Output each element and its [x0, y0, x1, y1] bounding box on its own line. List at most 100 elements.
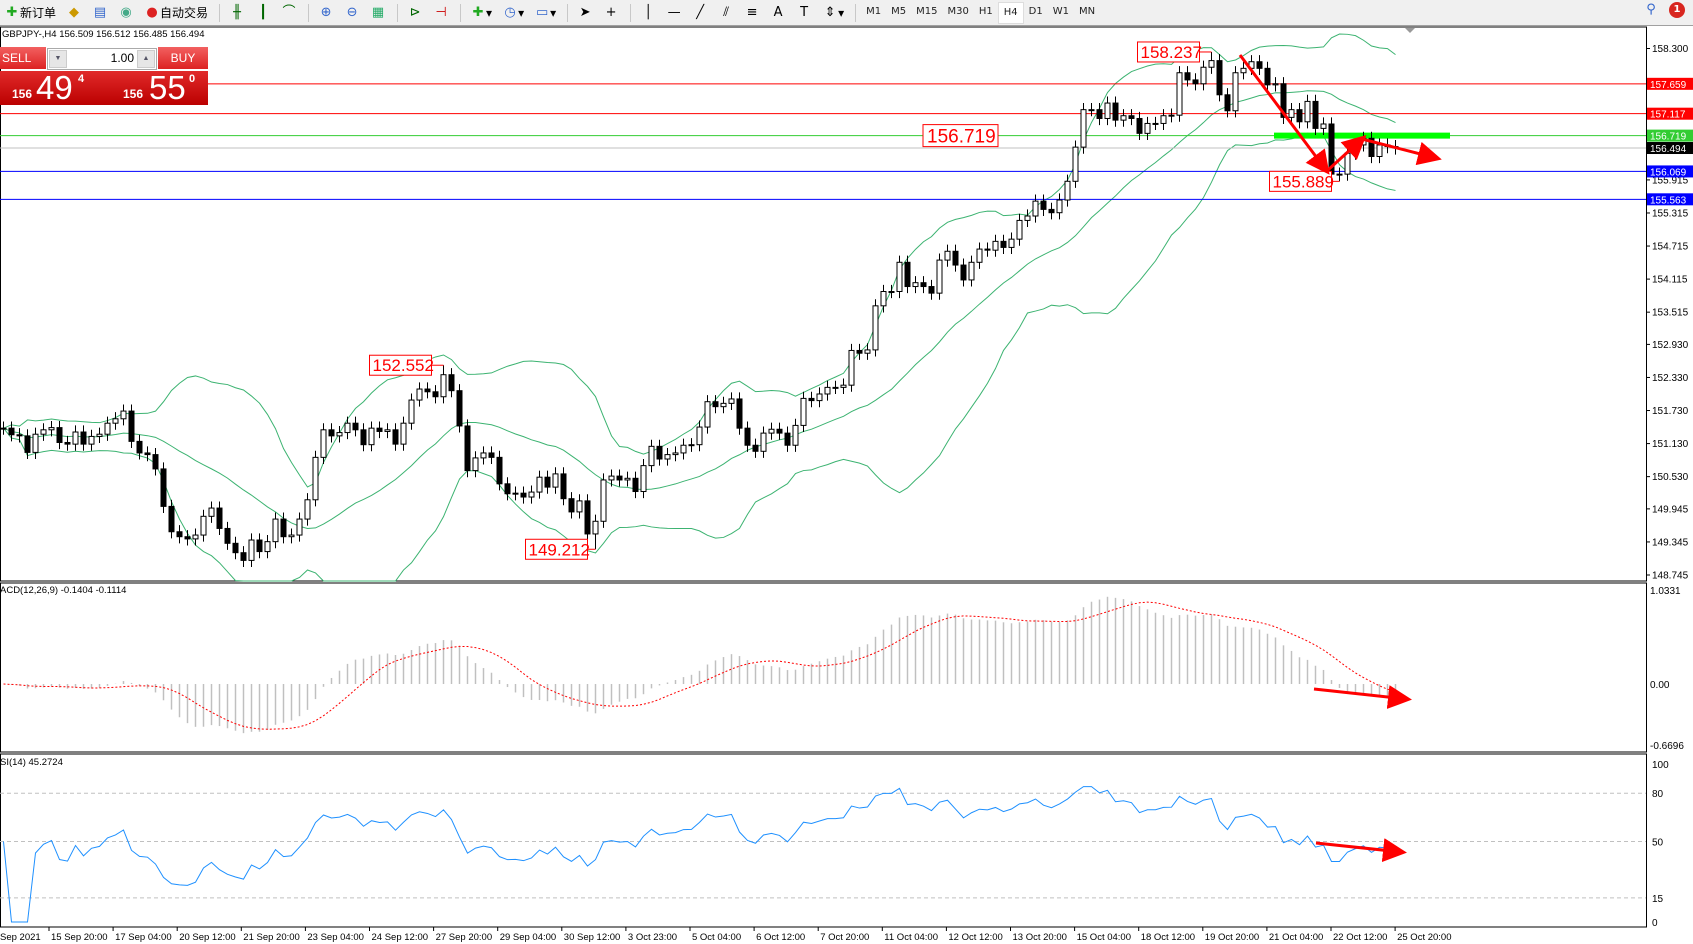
buy-price[interactable]: 156 55 0 [101, 69, 208, 106]
text-label-button[interactable]: T [792, 2, 816, 24]
chart-info: GBPJPY-,H4 156.509 156.512 156.485 156.4… [2, 29, 205, 40]
zoom-in-button[interactable]: ⊕ [314, 2, 338, 24]
candle-body [8, 427, 15, 436]
timeframe-d1[interactable]: D1 [1028, 5, 1043, 17]
toolbar-divider [397, 3, 399, 22]
bollinger-upper-band [3, 33, 1396, 488]
candle [528, 485, 535, 504]
candle [568, 492, 575, 519]
candle [696, 420, 703, 452]
time-label: 23 Sep 04:00 [307, 932, 364, 943]
notification-badge[interactable]: 1 [1669, 2, 1685, 18]
horizontal-line-icon: — [667, 4, 681, 20]
price-line-label: 156.719 [1650, 132, 1687, 143]
zoom-out-button[interactable]: ⊖ [340, 2, 364, 24]
text-label-icon: T [800, 4, 809, 20]
candle-body [1008, 238, 1015, 248]
candle [928, 279, 935, 300]
text-button[interactable]: A [766, 2, 790, 24]
timeframe-w1[interactable]: W1 [1052, 5, 1069, 17]
lot-value: 1.00 [110, 51, 134, 65]
candle [264, 535, 271, 559]
timeframe-h1[interactable]: H1 [978, 5, 993, 17]
candle-body [960, 264, 967, 281]
price-tick-label: 154.715 [1652, 242, 1689, 253]
candle-body [1176, 72, 1183, 116]
templates-button[interactable]: ▭ ▾ [535, 4, 557, 20]
price-tick-label: 155.315 [1652, 208, 1689, 219]
candle [40, 423, 47, 441]
candle-body [616, 475, 623, 481]
toolbar-divider [308, 3, 310, 22]
new-order-button[interactable]: ✚ 新订单 [0, 2, 60, 24]
macd-tick-label: -0.6696 [1650, 741, 1684, 752]
rsi-tick-label: 80 [1652, 789, 1664, 800]
cursor-button[interactable]: ➤ [573, 2, 597, 24]
timeframe-m30[interactable]: M30 [947, 5, 969, 17]
candle-body [896, 261, 903, 293]
trendline-button[interactable]: ╱ [688, 2, 712, 24]
crosshair-button[interactable]: + [599, 2, 623, 24]
search-icon[interactable]: ⚲ [1646, 2, 1656, 17]
periods-button[interactable]: ◷ ▾ [498, 2, 528, 24]
horizontal-line-button[interactable]: — [662, 2, 686, 24]
fibonacci-button[interactable]: ≡ [740, 2, 764, 24]
vertical-line-button[interactable]: │ [636, 2, 660, 24]
sell-price[interactable]: 156 49 4 [0, 69, 102, 106]
lot-size-input[interactable]: ▼ 1.00 ▲ [47, 48, 157, 70]
candle-body [944, 250, 951, 261]
lot-increase-button[interactable]: ▲ [137, 50, 155, 68]
chart-shift-button[interactable]: ⊣ [429, 2, 453, 24]
line-chart-button[interactable]: ⌒ [277, 2, 301, 24]
arrows-button[interactable]: ⇕ ▾ [818, 2, 848, 24]
candle-body [1232, 72, 1239, 112]
signals-button[interactable]: ◉ [114, 2, 138, 24]
candle [336, 425, 343, 443]
timeframe-h4[interactable]: H4 [997, 1, 1024, 24]
candle [824, 380, 831, 401]
extreme-label-box [525, 538, 588, 560]
candle [1112, 96, 1119, 127]
chart-shift-icon: ⊣ [435, 4, 447, 20]
timeframe-mn[interactable]: MN [1078, 5, 1096, 17]
candle [224, 521, 231, 550]
time-label: 21 Oct 04:00 [1269, 932, 1323, 943]
candle [1216, 54, 1223, 102]
timeframe-m5[interactable]: M5 [891, 5, 907, 17]
candle-body [664, 454, 671, 460]
terminal-button[interactable]: ▤ [88, 2, 112, 24]
candle [128, 404, 135, 448]
candle [536, 470, 543, 499]
candle [120, 404, 127, 426]
candle [424, 382, 431, 399]
candle [936, 253, 943, 300]
candle [432, 385, 439, 404]
line-chart-icon: ⌒ [282, 4, 296, 20]
auto-trade-button[interactable]: ● 自动交易 [140, 2, 212, 24]
price-tick-label: 155.915 [1652, 175, 1689, 186]
candle-body [1192, 79, 1199, 85]
tile-windows-button[interactable]: ▦ [366, 2, 390, 24]
indicators-button[interactable]: ✚ ▾ [466, 2, 496, 24]
timeframe-m1[interactable]: M1 [866, 5, 882, 17]
auto-scroll-button[interactable]: ⊳ [403, 2, 427, 24]
candle [72, 425, 79, 451]
candle-body [560, 473, 567, 500]
time-label: 30 Sep 12:00 [564, 932, 621, 943]
candle [1128, 109, 1135, 126]
timeframe-m15[interactable]: M15 [916, 5, 938, 17]
price-tick-label: 151.130 [1652, 439, 1689, 450]
candle [1320, 117, 1327, 136]
candlestick-button[interactable]: ┃ [251, 2, 275, 24]
bar-chart-button[interactable]: ╫ [225, 2, 249, 24]
candle-body [224, 527, 231, 544]
sell-button[interactable]: SELL [0, 47, 46, 69]
candle-body [144, 452, 151, 456]
channel-button[interactable]: ⫽ [714, 2, 738, 24]
lot-decrease-button[interactable]: ▼ [49, 50, 67, 68]
navigator-button[interactable]: ◆ [62, 2, 86, 24]
candle-body [648, 445, 655, 467]
buy-button[interactable]: BUY [158, 47, 208, 69]
candle [136, 434, 143, 460]
